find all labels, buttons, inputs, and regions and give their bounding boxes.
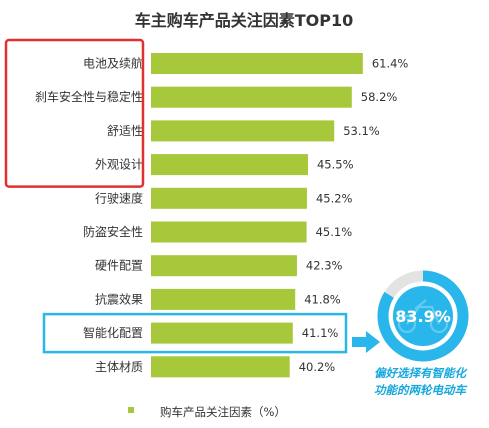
category-label: 行驶速度 xyxy=(95,190,143,205)
smart-config-highlight-box xyxy=(42,312,348,354)
bar xyxy=(151,187,307,209)
value-label: 45.1% xyxy=(316,225,353,239)
category-label: 抗震效果 xyxy=(95,291,143,306)
bars-layer xyxy=(151,53,363,378)
category-label: 舒适性 xyxy=(107,124,143,138)
callout-caption-line2: 功能的两轮电动车 xyxy=(374,383,467,397)
value-label: 40.2% xyxy=(299,360,336,374)
value-label: 42.3% xyxy=(306,259,343,273)
bar xyxy=(151,288,296,310)
arrow-right-icon xyxy=(352,331,380,353)
category-label: 主体材质 xyxy=(95,360,143,374)
value-label: 45.2% xyxy=(316,191,353,205)
top-factors-highlight-box xyxy=(4,38,145,188)
value-label: 41.8% xyxy=(304,292,341,306)
callout-caption-line1: 偏好选择有智能化 xyxy=(374,366,468,380)
category-label: 防盗安全性 xyxy=(83,224,143,239)
value-label: 53.1% xyxy=(343,124,380,138)
category-label: 外观设计 xyxy=(95,158,143,172)
bar xyxy=(151,255,297,277)
legend-label: 购车产品关注因素（%） xyxy=(160,405,286,419)
ring-arc xyxy=(377,270,469,362)
bar xyxy=(151,120,335,142)
category-label: 刹车安全性与稳定性 xyxy=(35,89,143,104)
ring-inner xyxy=(393,286,453,346)
motorcycle-icon xyxy=(397,299,449,334)
chart-title: 车主购车产品关注因素TOP10 xyxy=(135,11,354,30)
bar xyxy=(151,356,290,378)
legend-swatch xyxy=(128,407,134,413)
value-label: 41.1% xyxy=(302,326,339,340)
ring-gauge: 83.9% xyxy=(377,270,469,362)
value-label: 45.5% xyxy=(317,158,354,172)
bar xyxy=(151,221,307,243)
labels-layer: 电池及续航 61.4% 刹车安全性与稳定性 58.2% 舒适性 53.1% 外观设计 45.5… xyxy=(35,56,408,374)
category-label: 智能化配置 xyxy=(83,325,143,340)
bar xyxy=(151,86,352,108)
bar xyxy=(151,322,293,344)
bar xyxy=(151,154,308,176)
value-label: 61.4% xyxy=(372,57,409,71)
bar xyxy=(151,53,363,74)
value-label: 58.2% xyxy=(361,90,398,104)
ring-value: 83.9% xyxy=(395,307,451,326)
category-label: 电池及续航 xyxy=(83,56,143,71)
category-label: 硬件配置 xyxy=(95,259,143,273)
